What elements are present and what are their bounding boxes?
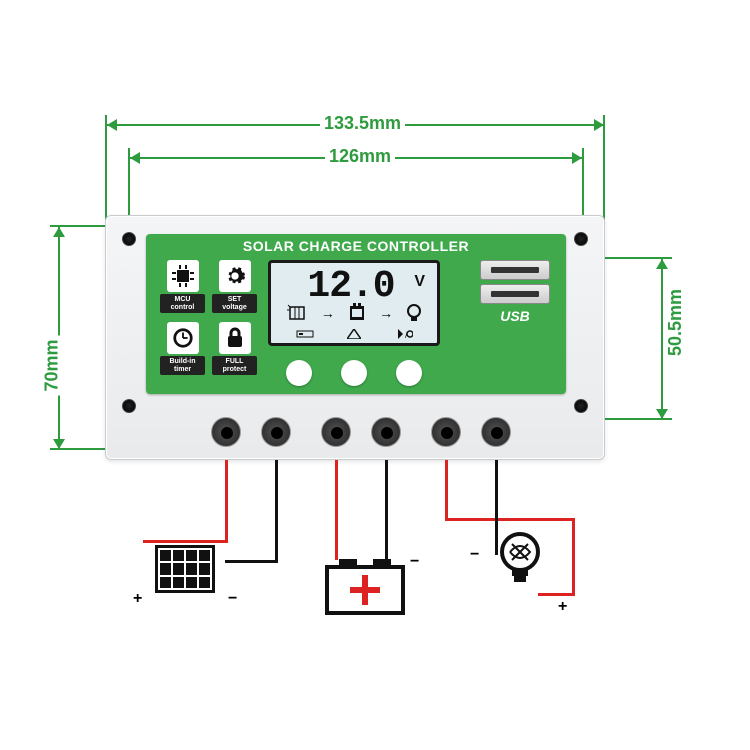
feature-label: FULLprotect	[212, 356, 257, 375]
diagram-stage: 133.5mm 126mm 70mm 50.5mm SOLAR CHARGE C…	[0, 0, 750, 750]
feature-timer: Build-intimer	[160, 322, 205, 375]
usb-port-2[interactable]	[480, 284, 550, 304]
solar-plus-sign: +	[133, 590, 142, 608]
dim-arrow	[572, 152, 582, 164]
battery-minus-sign: −	[410, 553, 419, 571]
usb-label: USB	[480, 308, 550, 324]
dim-tick	[603, 115, 605, 225]
wire-load-plus	[445, 518, 575, 521]
wire-pv-minus	[275, 460, 278, 560]
dim-label-outer-height: 70mm	[42, 335, 63, 395]
lcd-unit: V	[414, 273, 425, 291]
feature-mcu: MCUcontrol	[160, 260, 205, 313]
terminal-pv-minus[interactable]	[261, 417, 291, 447]
feature-label: SETvoltage	[212, 294, 257, 313]
battery-icon	[325, 565, 405, 615]
terminal-bat-minus[interactable]	[371, 417, 401, 447]
button-right[interactable]	[396, 360, 422, 386]
dim-arrow	[656, 259, 668, 269]
solar-panel-icon	[155, 545, 215, 593]
lamp-plus-sign: +	[558, 598, 567, 616]
button-left[interactable]	[286, 360, 312, 386]
dim-arrow	[130, 152, 140, 164]
wire-pv-plus	[143, 540, 228, 543]
gear-icon	[219, 260, 251, 292]
lock-icon	[219, 322, 251, 354]
feature-label: MCUcontrol	[160, 294, 205, 313]
usb-port-1[interactable]	[480, 260, 550, 280]
lamp-icon	[498, 530, 542, 590]
screw	[574, 232, 588, 246]
dim-arrow	[53, 227, 65, 237]
terminal-load-minus[interactable]	[481, 417, 511, 447]
screw	[122, 399, 136, 413]
wire-load-plus	[445, 460, 448, 518]
device-body: SOLAR CHARGE CONTROLLER MCUcontrol SETvo…	[105, 215, 605, 460]
dim-tick	[105, 115, 107, 225]
lamp-minus-sign: −	[470, 546, 479, 564]
button-middle[interactable]	[341, 360, 367, 386]
dim-arrow	[594, 119, 604, 131]
device-face: SOLAR CHARGE CONTROLLER MCUcontrol SETvo…	[146, 234, 566, 394]
lcd-flow-icons: → →	[279, 301, 429, 325]
wire-bat-minus	[385, 460, 388, 560]
wire-load-plus	[572, 518, 575, 596]
wire-bat-plus	[335, 460, 338, 560]
dim-label-outer-width: 133.5mm	[320, 113, 405, 134]
battery-icon	[348, 303, 366, 323]
dim-label-inner-height: 50.5mm	[665, 285, 686, 360]
sun-panel-icon	[286, 303, 308, 323]
dim-label-inner-width: 126mm	[325, 146, 395, 167]
wire-load-plus	[538, 593, 575, 596]
bulb-icon	[406, 303, 422, 323]
usb-block: USB	[480, 260, 550, 324]
lcd-screen: 12.0 V → → /	[268, 260, 440, 346]
wire-pv-minus	[225, 560, 278, 563]
feature-set: SETvoltage	[212, 260, 257, 313]
dim-line-inner-height	[661, 259, 663, 419]
terminal-bat-plus[interactable]	[321, 417, 351, 447]
wire-pv-plus	[225, 460, 228, 540]
feature-protect: FULLprotect	[212, 322, 257, 375]
feature-label: Build-intimer	[160, 356, 205, 375]
solar-minus-sign: −	[228, 590, 237, 608]
dim-arrow	[107, 119, 117, 131]
screw	[122, 232, 136, 246]
device-title: SOLAR CHARGE CONTROLLER	[146, 238, 566, 254]
screw	[574, 399, 588, 413]
terminal-pv-plus[interactable]	[211, 417, 241, 447]
clock-icon	[167, 322, 199, 354]
dim-arrow	[656, 409, 668, 419]
dim-arrow	[53, 439, 65, 449]
lcd-bottom-icons: /	[279, 327, 429, 341]
chip-icon	[167, 260, 199, 292]
terminal-load-plus[interactable]	[431, 417, 461, 447]
